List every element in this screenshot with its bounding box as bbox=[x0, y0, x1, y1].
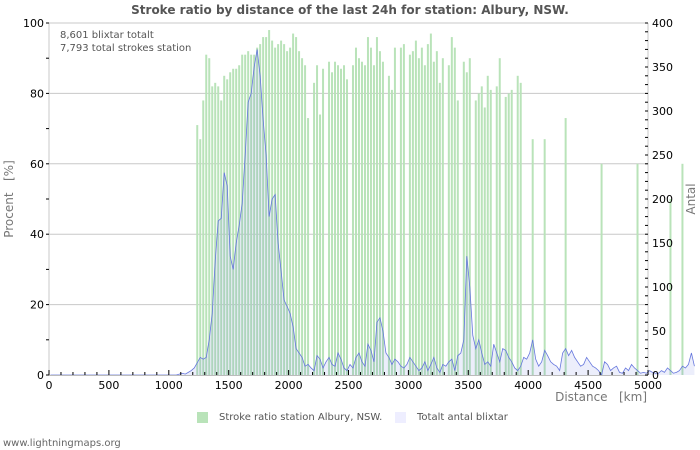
x-axis-title: Distance [km] bbox=[555, 390, 647, 404]
total-strokes-area bbox=[50, 49, 695, 376]
y2-tick-label: 100 bbox=[652, 281, 673, 294]
x-tick-label: 1000 bbox=[155, 379, 183, 392]
legend-ratio-swatch bbox=[197, 412, 208, 423]
y-tick-label: 80 bbox=[30, 87, 44, 100]
y2-tick-label: 0 bbox=[652, 369, 659, 382]
y2-tick-label: 300 bbox=[652, 105, 673, 118]
axis-labels: 0 500 1000 1500 2000 2500 3000 3500 4000 4500 5000… bbox=[23, 17, 673, 392]
chart-title: Stroke ratio by distance of the last 24h… bbox=[131, 3, 569, 17]
total-strokes-text: 8,601 blixtar totalt bbox=[60, 30, 154, 41]
x-tick-label: 5000 bbox=[634, 379, 662, 392]
x-tick-label: 500 bbox=[98, 379, 119, 392]
y2-tick-label: 150 bbox=[652, 237, 673, 250]
legend-total-swatch bbox=[395, 412, 406, 423]
y-tick-label: 20 bbox=[30, 299, 44, 312]
y2-tick-label: 50 bbox=[652, 325, 666, 338]
x-tick-label: 3500 bbox=[454, 379, 482, 392]
legend-ratio-label: Stroke ratio station Albury, NSW. bbox=[219, 412, 383, 423]
legend-total: Totalt antal blixtar bbox=[395, 412, 508, 423]
y-tick-label: 60 bbox=[30, 158, 44, 171]
y2-tick-label: 400 bbox=[652, 17, 673, 30]
x-tick-label: 4500 bbox=[574, 379, 602, 392]
x-tick-label: 3000 bbox=[394, 379, 422, 392]
x-tick-label: 2500 bbox=[335, 379, 363, 392]
y-axis-title: Procent [%] bbox=[2, 160, 16, 238]
y2-tick-label: 250 bbox=[652, 149, 673, 162]
x-tick-label: 0 bbox=[46, 379, 53, 392]
y-tick-label: 100 bbox=[23, 17, 44, 30]
station-strokes-text: 7,793 total strokes station bbox=[60, 43, 192, 54]
footer-link[interactable]: www.lightningmaps.org bbox=[3, 438, 121, 449]
x-tick-label: 1500 bbox=[215, 379, 243, 392]
y2-axis-title: Antal bbox=[684, 183, 698, 214]
y-tick-label: 40 bbox=[30, 228, 44, 241]
x-tick-label: 2000 bbox=[275, 379, 303, 392]
gridlines bbox=[49, 22, 648, 306]
y-tick-label: 0 bbox=[37, 369, 44, 382]
y2-tick-label: 350 bbox=[652, 61, 673, 74]
x-tick-label: 4000 bbox=[514, 379, 542, 392]
ratio-bars bbox=[196, 30, 684, 376]
y2-tick-label: 200 bbox=[652, 193, 673, 206]
legend-total-label: Totalt antal blixtar bbox=[417, 412, 508, 423]
axes bbox=[46, 22, 649, 376]
legend-ratio: Stroke ratio station Albury, NSW. bbox=[197, 412, 382, 423]
stroke-count-info: 8,601 blixtar totalt 7,793 total strokes… bbox=[60, 29, 191, 55]
